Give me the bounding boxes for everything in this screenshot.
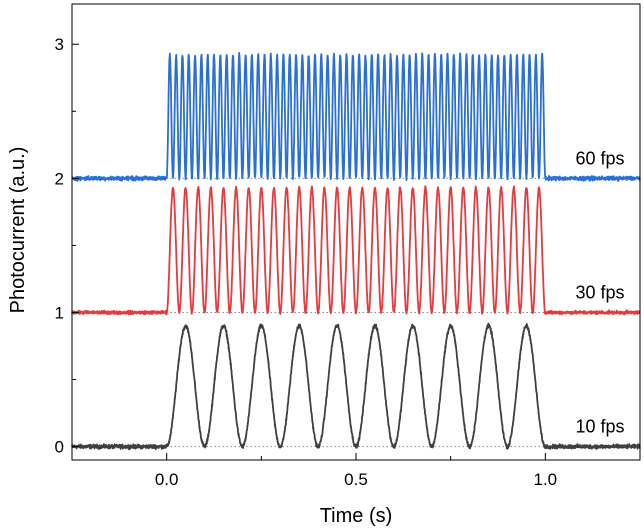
baseline-dotted-lines xyxy=(166,177,553,448)
series-label: 10 fps xyxy=(575,417,624,437)
series-line-30-fps xyxy=(71,185,641,316)
y-tick-label: 2 xyxy=(55,169,64,188)
axis-ticks xyxy=(71,43,641,460)
series-lines xyxy=(71,51,641,451)
y-tick-label: 3 xyxy=(55,35,64,54)
axis-tick-labels: 0 1 2 3 0.0 0.5 1.0 xyxy=(55,35,558,489)
x-tick-label: 1.0 xyxy=(534,470,558,489)
y-axis-label: Photocurrent (a.u.) xyxy=(7,147,29,314)
y-tick-label: 0 xyxy=(55,438,64,457)
series-labels: 10 fps 30 fps 60 fps xyxy=(575,148,624,436)
x-tick-label: 0.0 xyxy=(155,470,179,489)
series-label: 30 fps xyxy=(575,282,624,302)
x-axis-label: Time (s) xyxy=(320,505,393,527)
series-label: 60 fps xyxy=(575,148,624,168)
plot-frame xyxy=(71,3,641,461)
y-tick-label: 1 xyxy=(55,303,64,322)
series-line-10-fps xyxy=(71,322,641,451)
x-tick-label: 0.5 xyxy=(344,470,368,489)
series-line-60-fps xyxy=(71,51,641,182)
